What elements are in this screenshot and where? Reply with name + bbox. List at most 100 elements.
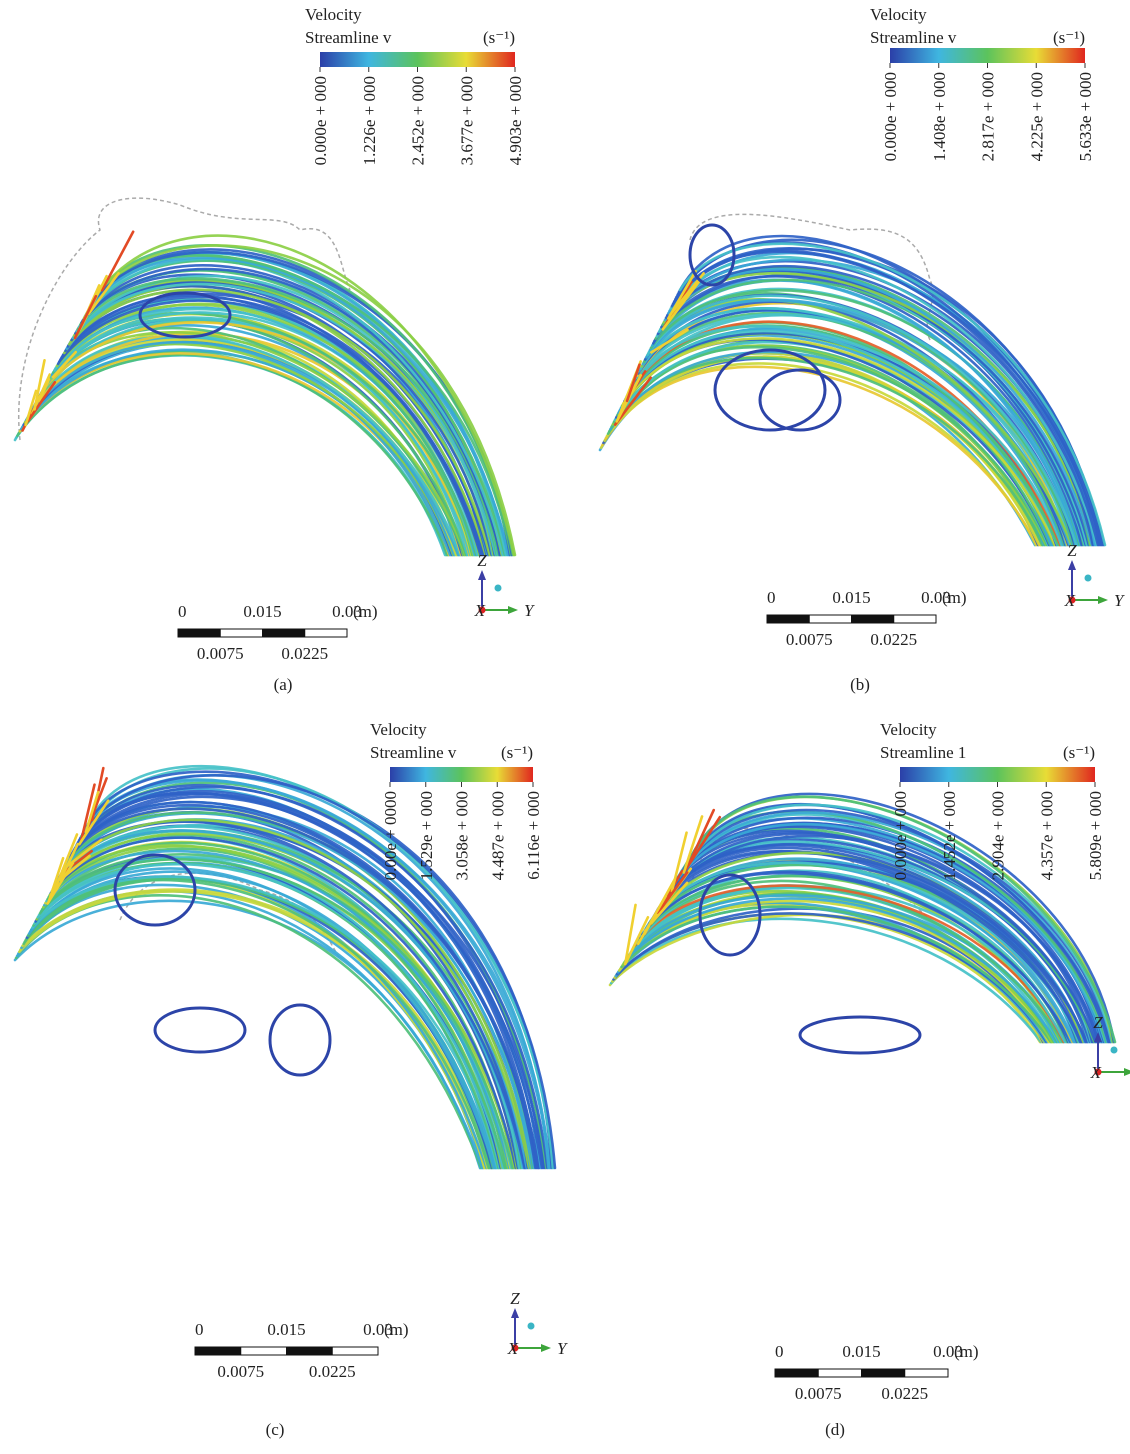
scale-label: 0.015 <box>832 588 870 607</box>
colorbar-tick-label: 3.677e + 000 <box>457 76 476 165</box>
scale-label: 0.0225 <box>281 644 328 663</box>
axis-label: Z <box>1067 541 1077 560</box>
scale-segment <box>905 1369 948 1377</box>
vortex-loop <box>800 1017 920 1053</box>
scale-segment <box>818 1369 861 1377</box>
colorbar-tick-label: 5.809e + 000 <box>1086 791 1105 880</box>
scale-segment <box>220 629 262 637</box>
scale-label: 0.0225 <box>870 630 917 649</box>
axis-label: Z <box>1093 1013 1103 1032</box>
axis-label: X <box>1090 1063 1102 1082</box>
colorbar-tick-label: 2.817e + 000 <box>979 72 998 161</box>
scale-segment <box>862 1369 905 1377</box>
colorbar <box>890 48 1085 63</box>
legend-subtitle: Streamline v <box>305 28 392 47</box>
arrow <box>1068 560 1076 570</box>
scale-segment <box>894 615 936 623</box>
colorbar-tick-label: 5.633e + 000 <box>1076 72 1095 161</box>
colorbar-tick-label: 0.00e + 0000 <box>381 791 400 880</box>
colorbar-tick-label: 0.000e + 000 <box>891 791 910 880</box>
scale-segment <box>305 629 347 637</box>
colorbar-tick-label: 0.000e + 000 <box>881 72 900 161</box>
panel-caption: (b) <box>850 675 870 694</box>
colorbar-tick-label: 4.903e + 000 <box>506 76 525 165</box>
colorbar <box>320 52 515 67</box>
legend-unit: (s⁻¹) <box>1063 743 1095 762</box>
scale-label: 0.0075 <box>197 644 244 663</box>
arrow <box>1098 596 1108 604</box>
scale-segment <box>241 1347 287 1355</box>
panel: VelocityStreamline v(s⁻¹)0.000e + 0001.4… <box>600 5 1125 694</box>
scale-label: 0.015 <box>243 602 281 621</box>
panel: Velocity Streamline v (s⁻¹) 0.00e + 0000 1.5… <box>15 720 568 1439</box>
scale-segment <box>263 629 305 637</box>
scale-label: 0 <box>775 1342 784 1361</box>
legend-title: Velocity <box>370 720 427 739</box>
scale-segment <box>852 615 894 623</box>
arrow <box>508 606 518 614</box>
axis-label: X <box>507 1339 519 1358</box>
scale-unit: (m) <box>954 1342 979 1361</box>
legend-subtitle: Streamline 1 <box>880 743 966 762</box>
colorbar-tick-label: 6.116e + 000 <box>524 791 543 880</box>
view-marker <box>528 1323 535 1330</box>
panel-caption: (d) <box>825 1420 845 1439</box>
panel-caption: (a) <box>274 675 293 694</box>
scale-segment <box>809 615 851 623</box>
streamline <box>22 878 487 1168</box>
axis-label: Y <box>524 601 535 620</box>
axis-label: X <box>474 601 486 620</box>
arrow <box>511 1308 519 1318</box>
scale-unit: (m) <box>384 1320 409 1339</box>
colorbar-tick-label: 1.529e + 000 <box>417 791 436 880</box>
legend-subtitle: Streamline v <box>370 743 457 762</box>
colorbar-tick-label: 2.452e + 000 <box>409 76 428 165</box>
scale-segment <box>195 1347 241 1355</box>
legend-title: Velocity <box>870 5 927 24</box>
panel: Velocity Streamline 1 (s⁻¹) 0.000e + 000 1.4… <box>610 720 1130 1439</box>
colorbar-tick-label: 4.225e + 000 <box>1027 72 1046 161</box>
colorbar <box>390 767 533 782</box>
vortex-loop <box>270 1005 330 1075</box>
legend-unit: (s⁻¹) <box>483 28 515 47</box>
scale-label: 0.0225 <box>309 1362 356 1381</box>
axis-label: X <box>1064 591 1076 610</box>
colorbar-tick-label: 1.408e + 000 <box>930 72 949 161</box>
scale-label: 0.0075 <box>217 1362 264 1381</box>
scale-label: 0.015 <box>842 1342 880 1361</box>
colorbar-tick-label: 1.226e + 000 <box>360 76 379 165</box>
scale-label: 0.015 <box>267 1320 305 1339</box>
scale-segment <box>332 1347 378 1355</box>
streamline <box>18 885 483 1168</box>
legend-title: Velocity <box>880 720 937 739</box>
colorbar-tick-label: 2.904e + 000 <box>989 791 1008 880</box>
legend-title: Velocity <box>305 5 362 24</box>
scale-label: 0 <box>767 588 776 607</box>
scale-label: 0.0075 <box>795 1384 842 1403</box>
panel: Velocity Streamline v (s⁻¹) 0.000e + 000 1.2… <box>15 5 535 694</box>
scale-label: 0 <box>178 602 187 621</box>
scale-unit: (m) <box>353 602 378 621</box>
view-marker <box>1085 575 1092 582</box>
view-marker <box>1111 1047 1118 1054</box>
axis-label: Y <box>557 1339 568 1358</box>
axis-label: Z <box>477 551 487 570</box>
colorbar-tick-label: 1.452e + 000 <box>940 791 959 880</box>
colorbar-tick-label: 0.000e + 000 <box>311 76 330 165</box>
legend-unit: (s⁻¹) <box>501 743 533 762</box>
arrow <box>1124 1068 1130 1076</box>
scale-label: 0.0225 <box>881 1384 928 1403</box>
arrow <box>478 570 486 580</box>
colorbar-tick-label: 3.058e + 000 <box>453 791 472 880</box>
scale-segment <box>767 615 809 623</box>
scale-label: 0 <box>195 1320 204 1339</box>
scale-segment <box>287 1347 333 1355</box>
panel-caption: (c) <box>266 1420 285 1439</box>
scale-segment <box>775 1369 818 1377</box>
figure: Velocity Streamline v (s⁻¹) 0.000e + 000 1.2… <box>0 0 1130 1454</box>
colorbar <box>900 767 1095 782</box>
arrow <box>541 1344 551 1352</box>
legend-unit: (s⁻¹) <box>1053 28 1085 47</box>
colorbar-tick-label: 4.487e + 000 <box>488 791 507 880</box>
scale-unit: (m) <box>942 588 967 607</box>
